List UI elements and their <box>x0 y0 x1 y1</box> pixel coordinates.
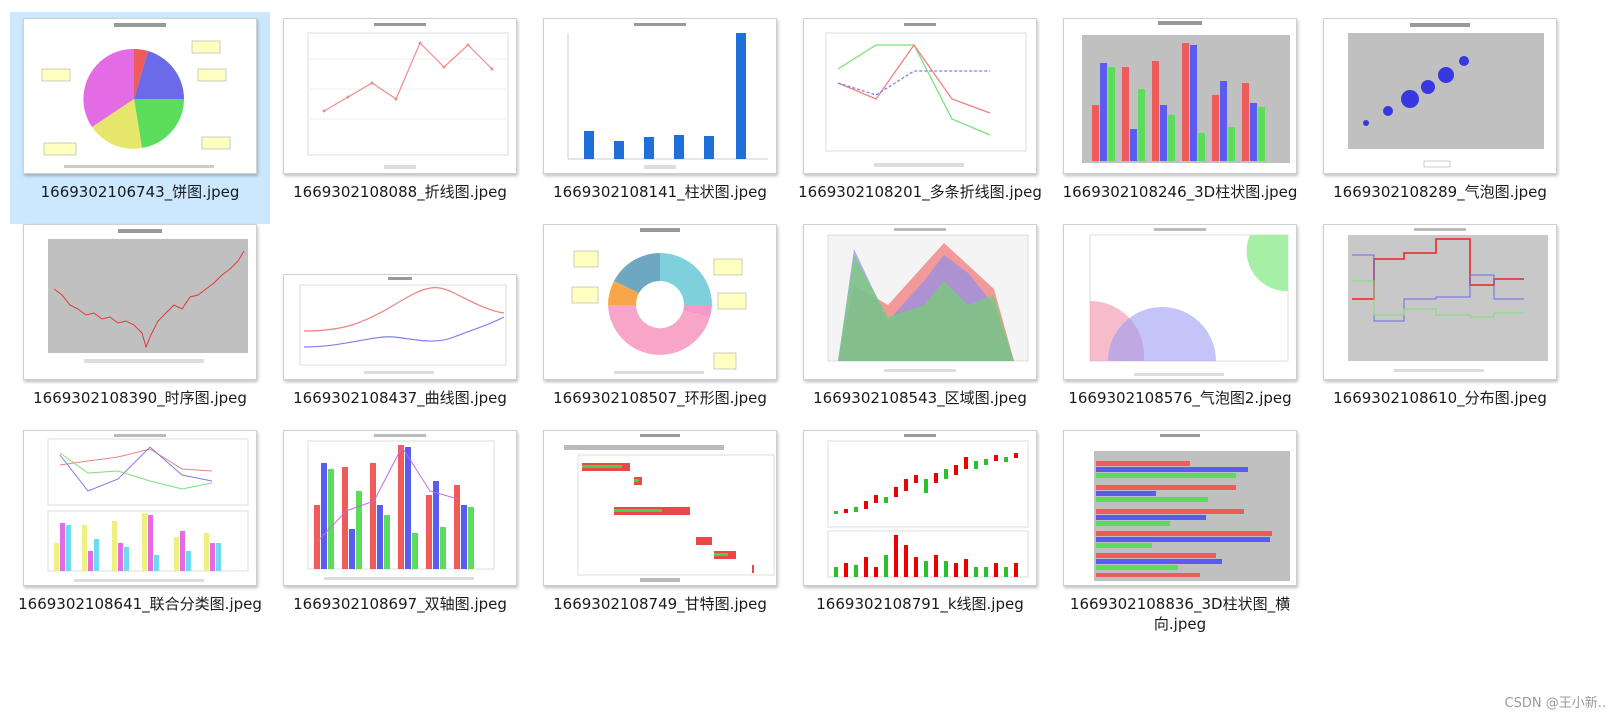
timeseries-chart-thumbnail <box>23 224 257 380</box>
file-name: 1669302108749_甘特图.jpeg <box>553 595 767 613</box>
file-tile-bubble[interactable]: 1669302108289_气泡图.jpeg <box>1310 12 1570 224</box>
step-chart-thumbnail <box>1323 224 1557 380</box>
donut-chart-thumbnail <box>543 224 777 380</box>
file-tile-line[interactable]: 1669302108088_折线图.jpeg <box>270 12 530 224</box>
file-tile-area[interactable]: 1669302108543_区域图.jpeg <box>790 218 1050 430</box>
file-name: 1669302108543_区域图.jpeg <box>813 389 1027 407</box>
file-name: 1669302108610_分布图.jpeg <box>1333 389 1547 407</box>
file-name: 1669302108246_3D柱状图.jpeg <box>1062 183 1298 201</box>
bubble-chart-2-thumbnail <box>1063 224 1297 380</box>
file-tile-dualaxis[interactable]: 1669302108697_双轴图.jpeg <box>270 424 530 636</box>
pie-chart-thumbnail <box>23 18 257 174</box>
dual-axis-chart-thumbnail <box>283 430 517 586</box>
curve-chart-thumbnail <box>283 274 517 380</box>
file-tile-candlestick[interactable]: 1669302108791_k线图.jpeg <box>790 424 1050 636</box>
candlestick-chart-thumbnail <box>803 430 1037 586</box>
area-chart-thumbnail <box>803 224 1037 380</box>
file-tile-curve[interactable]: 1669302108437_曲线图.jpeg <box>270 218 530 430</box>
file-tile-donut[interactable]: 1669302108507_环形图.jpeg <box>530 218 790 430</box>
bubble-chart-thumbnail <box>1323 18 1557 174</box>
line-chart-thumbnail <box>283 18 517 174</box>
file-tile-3dbar-horizontal[interactable]: 1669302108836_3D柱状图_横向.jpeg <box>1050 424 1310 636</box>
file-tile-combined[interactable]: 1669302108641_联合分类图.jpeg <box>10 424 270 636</box>
file-name: 1669302108507_环形图.jpeg <box>553 389 767 407</box>
file-tile-gantt[interactable]: 1669302108749_甘特图.jpeg <box>530 424 790 636</box>
file-tile-bar[interactable]: 1669302108141_柱状图.jpeg <box>530 12 790 224</box>
3d-horizontal-bar-chart-thumbnail <box>1063 430 1297 586</box>
file-name: 1669302106743_饼图.jpeg <box>40 183 240 201</box>
file-name: 1669302108390_时序图.jpeg <box>33 389 247 407</box>
file-tile-3dbar[interactable]: 1669302108246_3D柱状图.jpeg <box>1050 12 1310 224</box>
file-tile-pie[interactable]: 1669302106743_饼图.jpeg <box>10 12 270 224</box>
bar-chart-thumbnail <box>543 18 777 174</box>
file-name: 1669302108836_3D柱状图_横向.jpeg <box>1069 595 1291 633</box>
file-name: 1669302108088_折线图.jpeg <box>293 183 507 201</box>
gantt-chart-thumbnail <box>543 430 777 586</box>
combined-category-chart-thumbnail <box>23 430 257 586</box>
multi-line-chart-thumbnail <box>803 18 1037 174</box>
file-tile-multiline[interactable]: 1669302108201_多条折线图.jpeg <box>790 12 1050 224</box>
3d-bar-chart-thumbnail <box>1063 18 1297 174</box>
file-tile-timeseries[interactable]: 1669302108390_时序图.jpeg <box>10 218 270 430</box>
file-name: 1669302108289_气泡图.jpeg <box>1333 183 1547 201</box>
file-name: 1669302108437_曲线图.jpeg <box>293 389 507 407</box>
file-name: 1669302108576_气泡图2.jpeg <box>1068 389 1292 407</box>
file-name: 1669302108697_双轴图.jpeg <box>293 595 507 613</box>
file-name: 1669302108641_联合分类图.jpeg <box>18 595 262 613</box>
file-tile-bubble2[interactable]: 1669302108576_气泡图2.jpeg <box>1050 218 1310 430</box>
file-tile-step[interactable]: 1669302108610_分布图.jpeg <box>1310 218 1570 430</box>
watermark: CSDN @王小新.. <box>1504 696 1606 711</box>
file-name: 1669302108141_柱状图.jpeg <box>553 183 767 201</box>
file-name: 1669302108791_k线图.jpeg <box>816 595 1024 613</box>
file-name: 1669302108201_多条折线图.jpeg <box>798 183 1042 201</box>
